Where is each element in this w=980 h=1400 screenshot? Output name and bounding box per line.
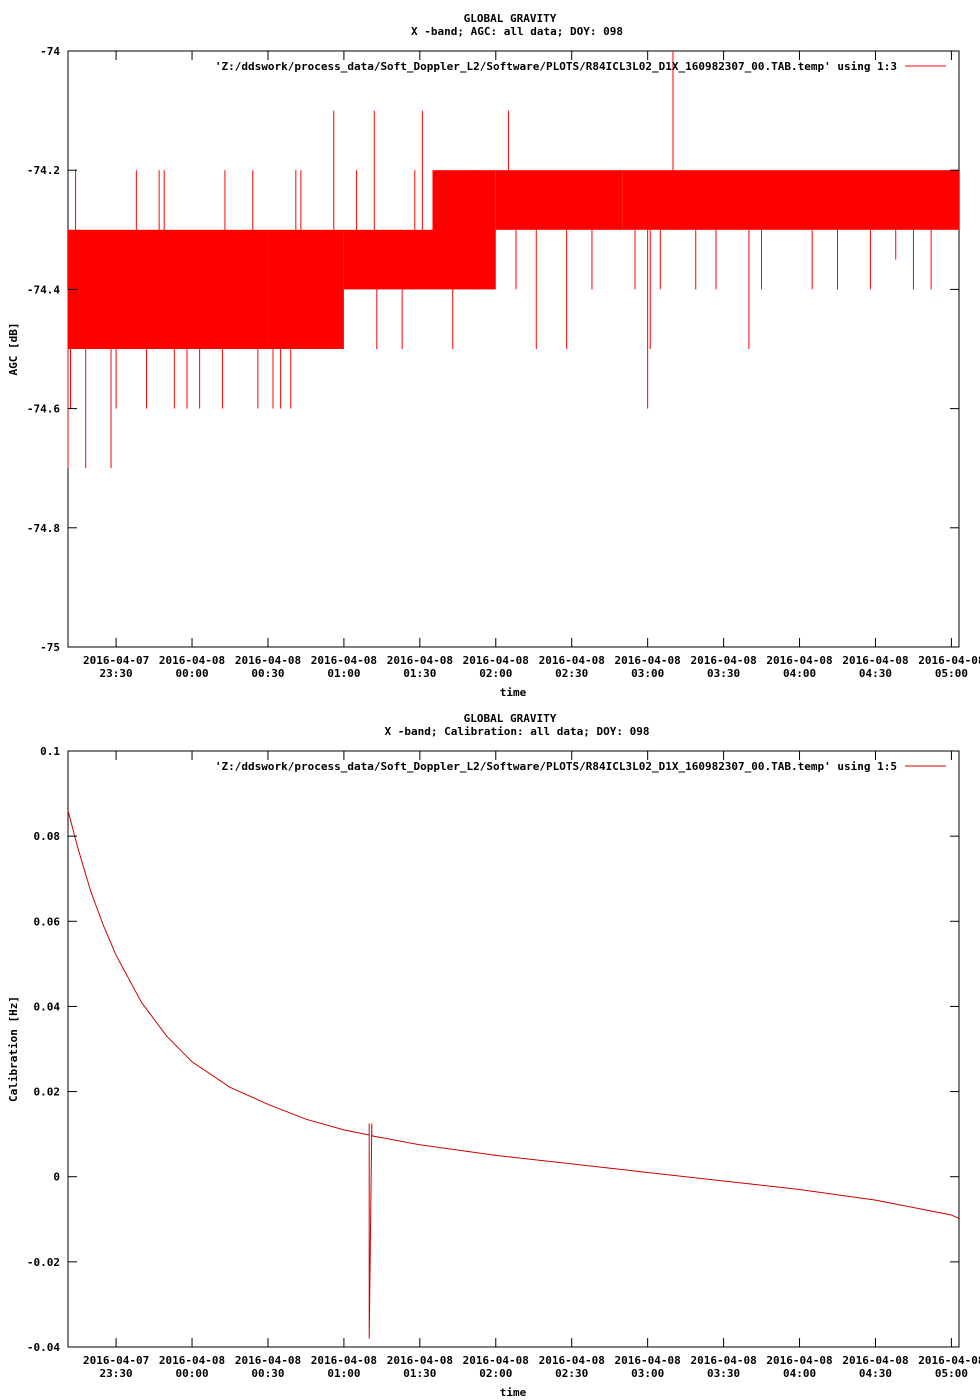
plot-frame — [67, 750, 960, 1348]
agc-chart: GLOBAL GRAVITY X -band; AGC: all data; D… — [7, 12, 980, 699]
x-tick-label-time: 02:30 — [555, 1367, 588, 1380]
x-tick-label-date: 2016-04-08 — [690, 1354, 756, 1367]
x-tick-label-time: 00:00 — [175, 667, 208, 680]
y-tick-label: 0.1 — [40, 745, 60, 758]
y-tick-label: -0.02 — [27, 1256, 60, 1269]
data-line — [67, 810, 960, 1339]
data-band — [68, 229, 268, 349]
x-tick-label-time: 04:00 — [783, 1367, 816, 1380]
legend-label: 'Z:/ddswork/process_data/Soft_Doppler_L2… — [215, 60, 897, 73]
data-band — [495, 170, 623, 230]
y-tick-label: -74.8 — [27, 522, 60, 535]
x-tick-label-date: 2016-04-08 — [842, 654, 908, 667]
x-tick-label-date: 2016-04-08 — [918, 1354, 980, 1367]
y-tick-label: -74.2 — [27, 164, 60, 177]
x-tick-label-date: 2016-04-08 — [918, 654, 980, 667]
x-tick-label-date: 2016-04-08 — [311, 1354, 377, 1367]
x-tick-label-date: 2016-04-08 — [615, 1354, 681, 1367]
y-axis-label: AGC [dB] — [7, 323, 20, 376]
chart-title: GLOBAL GRAVITY — [464, 712, 557, 725]
x-tick-label-date: 2016-04-08 — [463, 1354, 529, 1367]
x-tick-label-date: 2016-04-07 — [83, 1354, 149, 1367]
y-axis-label: Calibration [Hz] — [7, 996, 20, 1102]
chart-title: GLOBAL GRAVITY — [464, 12, 557, 25]
x-tick-label-time: 01:00 — [327, 1367, 360, 1380]
calibration-chart: GLOBAL GRAVITY X -band; Calibration: all… — [7, 712, 980, 1399]
x-tick-label-time: 02:00 — [479, 667, 512, 680]
chart-subtitle: X -band; AGC: all data; DOY: 098 — [411, 25, 623, 38]
y-tick-label: -74.6 — [27, 403, 60, 416]
y-tick-label: 0.08 — [34, 830, 61, 843]
x-tick-label-time: 23:30 — [100, 667, 133, 680]
x-tick-label-date: 2016-04-08 — [387, 654, 453, 667]
x-tick-label-time: 01:30 — [403, 667, 436, 680]
x-axis-label: time — [500, 686, 527, 699]
x-tick-label-time: 04:00 — [783, 667, 816, 680]
x-tick-label-time: 01:30 — [403, 1367, 436, 1380]
x-tick-label-time: 00:30 — [251, 1367, 284, 1380]
x-tick-label-date: 2016-04-08 — [311, 654, 377, 667]
x-tick-label-date: 2016-04-07 — [83, 654, 149, 667]
y-tick-label: 0.06 — [34, 915, 61, 928]
data-band — [267, 229, 344, 349]
y-tick-label: -0.04 — [27, 1341, 60, 1354]
x-tick-label-time: 03:00 — [631, 667, 664, 680]
x-tick-label-date: 2016-04-08 — [235, 1354, 301, 1367]
x-tick-label-time: 04:30 — [859, 1367, 892, 1380]
y-tick-label: -74.4 — [27, 283, 60, 296]
x-tick-label-time: 05:00 — [935, 667, 968, 680]
axis-ticks: -74 -74.2 -74.4 -74.6 -74.8 -75 2016-04-0723:3… — [27, 45, 980, 680]
x-tick-label-date: 2016-04-08 — [463, 654, 529, 667]
x-tick-label-time: 01:00 — [327, 667, 360, 680]
y-tick-label: 0.04 — [34, 1000, 61, 1013]
x-tick-label-date: 2016-04-08 — [235, 654, 301, 667]
axis-ticks: 0.1 0.08 0.06 0.04 0.02 0 -0.02 -0.04 2016-04-07… — [27, 745, 980, 1380]
y-tick-label: -74 — [40, 45, 60, 58]
y-tick-label: -75 — [40, 641, 60, 654]
legend-label: 'Z:/ddswork/process_data/Soft_Doppler_L2… — [215, 760, 897, 773]
x-tick-label-time: 23:30 — [100, 1367, 133, 1380]
data-band — [622, 170, 959, 230]
data-band — [343, 229, 433, 290]
x-axis-label: time — [500, 1386, 527, 1399]
x-tick-label-time: 02:30 — [555, 667, 588, 680]
y-tick-label: 0 — [53, 1171, 60, 1184]
x-tick-label-date: 2016-04-08 — [690, 654, 756, 667]
x-tick-label-time: 00:30 — [251, 667, 284, 680]
x-tick-label-date: 2016-04-08 — [766, 1354, 832, 1367]
x-tick-label-date: 2016-04-08 — [766, 654, 832, 667]
x-tick-label-date: 2016-04-08 — [842, 1354, 908, 1367]
x-tick-label-date: 2016-04-08 — [159, 654, 225, 667]
x-tick-label-date: 2016-04-08 — [159, 1354, 225, 1367]
x-tick-label-time: 03:00 — [631, 1367, 664, 1380]
x-tick-label-date: 2016-04-08 — [615, 654, 681, 667]
x-tick-label-time: 05:00 — [935, 1367, 968, 1380]
x-tick-label-date: 2016-04-08 — [387, 1354, 453, 1367]
y-tick-label: 0.02 — [34, 1086, 61, 1099]
x-tick-label-time: 00:00 — [175, 1367, 208, 1380]
x-tick-label-time: 04:30 — [859, 667, 892, 680]
data-marks — [67, 810, 960, 1339]
data-band — [432, 170, 496, 290]
x-tick-label-time: 03:30 — [707, 667, 740, 680]
chart-subtitle: X -band; Calibration: all data; DOY: 098 — [385, 725, 650, 738]
x-tick-label-time: 02:00 — [479, 1367, 512, 1380]
x-tick-label-date: 2016-04-08 — [539, 654, 605, 667]
x-tick-label-time: 03:30 — [707, 1367, 740, 1380]
data-marks — [67, 51, 959, 469]
x-tick-label-date: 2016-04-08 — [539, 1354, 605, 1367]
